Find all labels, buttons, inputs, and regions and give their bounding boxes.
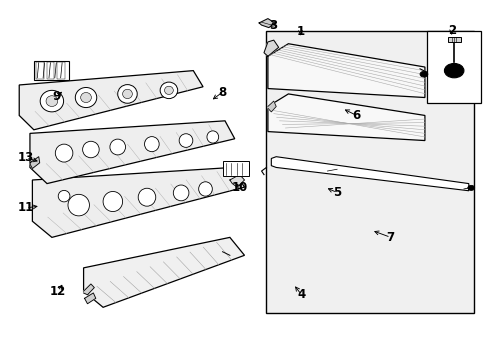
Polygon shape bbox=[83, 284, 94, 295]
Bar bbox=[427, 31, 480, 103]
Polygon shape bbox=[83, 237, 244, 307]
Circle shape bbox=[467, 185, 474, 190]
Circle shape bbox=[419, 71, 427, 77]
Bar bbox=[447, 37, 460, 42]
Ellipse shape bbox=[55, 144, 73, 162]
Ellipse shape bbox=[58, 190, 70, 202]
Ellipse shape bbox=[82, 141, 99, 158]
Ellipse shape bbox=[144, 136, 159, 152]
Polygon shape bbox=[264, 40, 278, 56]
Ellipse shape bbox=[138, 188, 156, 206]
Polygon shape bbox=[19, 71, 203, 130]
Text: 10: 10 bbox=[231, 181, 247, 194]
Polygon shape bbox=[84, 293, 96, 304]
Text: 1: 1 bbox=[296, 25, 304, 38]
Bar bbox=[57, 62, 65, 78]
Bar bbox=[36, 62, 43, 78]
Bar bbox=[266, 31, 473, 313]
Text: 4: 4 bbox=[297, 288, 305, 301]
Circle shape bbox=[444, 63, 463, 78]
Bar bbox=[46, 62, 54, 78]
Ellipse shape bbox=[179, 134, 192, 147]
Circle shape bbox=[448, 67, 458, 74]
Text: 5: 5 bbox=[332, 186, 341, 199]
Polygon shape bbox=[259, 19, 274, 28]
Ellipse shape bbox=[206, 131, 218, 143]
Polygon shape bbox=[30, 157, 40, 168]
Ellipse shape bbox=[75, 87, 97, 108]
Polygon shape bbox=[229, 175, 244, 187]
Text: 2: 2 bbox=[447, 24, 455, 37]
Ellipse shape bbox=[46, 96, 58, 107]
Bar bbox=[222, 161, 249, 176]
Ellipse shape bbox=[173, 185, 188, 201]
Text: 12: 12 bbox=[49, 285, 66, 298]
Text: 8: 8 bbox=[218, 86, 226, 99]
Text: 3: 3 bbox=[268, 19, 276, 32]
Text: 6: 6 bbox=[352, 109, 360, 122]
Ellipse shape bbox=[122, 89, 132, 99]
Ellipse shape bbox=[110, 139, 125, 155]
Text: 9: 9 bbox=[53, 90, 61, 103]
Ellipse shape bbox=[164, 86, 173, 94]
Polygon shape bbox=[267, 44, 424, 98]
Text: 11: 11 bbox=[18, 202, 34, 215]
Polygon shape bbox=[32, 167, 244, 237]
Bar bbox=[34, 61, 69, 80]
Ellipse shape bbox=[68, 194, 89, 216]
Ellipse shape bbox=[118, 85, 137, 103]
Ellipse shape bbox=[40, 90, 63, 112]
Polygon shape bbox=[271, 157, 468, 191]
Polygon shape bbox=[267, 101, 276, 112]
Ellipse shape bbox=[160, 82, 177, 99]
Ellipse shape bbox=[198, 182, 212, 196]
Polygon shape bbox=[30, 121, 234, 184]
Ellipse shape bbox=[103, 192, 122, 212]
Polygon shape bbox=[267, 94, 424, 140]
Text: 7: 7 bbox=[386, 231, 394, 244]
Ellipse shape bbox=[81, 93, 91, 103]
Text: 13: 13 bbox=[18, 151, 34, 164]
